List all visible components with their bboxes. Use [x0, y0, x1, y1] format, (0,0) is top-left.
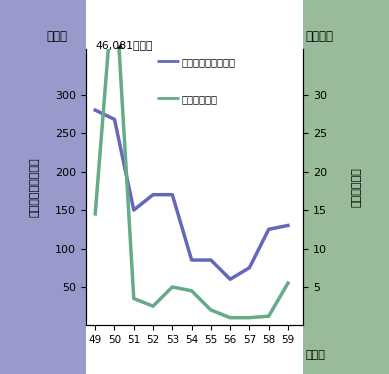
- Text: 注意報等発令延日数: 注意報等発令延日数: [30, 157, 39, 217]
- Text: （日）: （日）: [46, 30, 67, 43]
- Text: 被害届出人数: 被害届出人数: [352, 167, 362, 207]
- Text: 被害届出人数: 被害届出人数: [181, 94, 217, 104]
- Text: 46,081（人）: 46,081（人）: [95, 40, 153, 50]
- Text: 注意報等発令延日数: 注意報等発令延日数: [181, 57, 235, 67]
- Text: （年）: （年）: [306, 350, 326, 360]
- Text: （千人）: （千人）: [306, 30, 334, 43]
